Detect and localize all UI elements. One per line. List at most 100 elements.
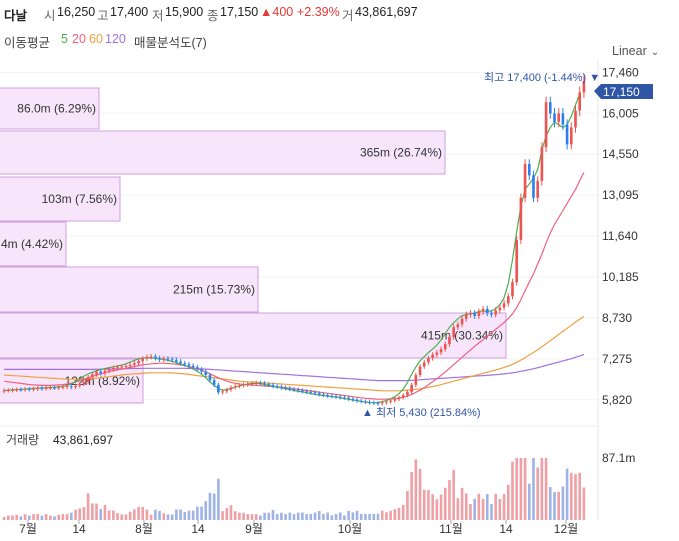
volume-bar [448, 480, 451, 520]
volume-profile-bar [0, 130, 446, 175]
volume-bar [19, 516, 23, 520]
volume-bar [162, 513, 166, 520]
candle-body [149, 356, 153, 358]
volume-bar [393, 509, 397, 520]
volume-bar [515, 458, 518, 520]
candle-body [296, 389, 300, 391]
candle-body [183, 363, 187, 365]
volume-bar [519, 458, 523, 520]
current-price-label: 17,150 [603, 85, 640, 99]
candle-body [561, 113, 565, 125]
volume-bar [145, 509, 149, 520]
candle-body [267, 384, 271, 385]
volume-bar [65, 514, 69, 520]
candle-body [23, 389, 27, 391]
candle-body [196, 367, 199, 370]
volume-bar [574, 474, 577, 520]
volume-bar [540, 458, 544, 520]
volume-bar [422, 489, 426, 520]
close-value: 17,150 [220, 5, 259, 19]
candle-body [574, 110, 577, 128]
candle-body [553, 113, 556, 122]
candle-body [74, 385, 77, 388]
volume-bar [317, 511, 321, 520]
volume-bar [439, 494, 443, 520]
volume-bar [187, 510, 191, 520]
ma5-label[interactable]: 5 [61, 32, 68, 46]
candle-body [32, 388, 35, 390]
volume-bar [238, 512, 241, 520]
volume-profile-label[interactable]: 매물분석도(7) [134, 36, 207, 50]
volume-bar [452, 469, 455, 520]
price-tick-label: 8,730 [602, 311, 632, 325]
stock-name: 다날 [4, 9, 28, 23]
volume-bar [28, 515, 31, 520]
volume-bar [179, 509, 182, 520]
volume-bar [154, 509, 157, 520]
low-label: 저 [152, 9, 164, 23]
volume-bar [107, 510, 111, 520]
date-tick-label: 9월 [245, 522, 263, 536]
candle-body [502, 303, 506, 308]
candle-body [191, 365, 195, 368]
candle-body [427, 358, 430, 363]
volume-bar [170, 514, 174, 520]
scale-mode-label: Linear [612, 44, 647, 58]
candle-body [57, 387, 61, 389]
volume-profile-label: 215m (15.73%) [173, 283, 255, 297]
candlesticks [2, 75, 586, 406]
volume-bar [175, 509, 178, 520]
volume-bar [225, 508, 229, 520]
candle-body [107, 369, 111, 371]
volume-bar [301, 512, 304, 520]
max-price-annotation: 최고 17,400 (-1.44%) ▼ [484, 71, 600, 84]
price-axis: 5,820 7,275 8,730 10,185 11,640 13,095 14,550 1… [602, 65, 639, 406]
volume-bar [456, 498, 460, 520]
candle-body [431, 354, 434, 359]
candle-body [469, 313, 472, 315]
ma120-label[interactable]: 120 [105, 32, 126, 46]
ma20-label[interactable]: 20 [72, 32, 86, 46]
volume-bar [200, 506, 203, 520]
candle-body [322, 394, 325, 396]
scale-mode-dropdown[interactable]: Linear ⌄ [612, 44, 659, 58]
volume-bar [506, 484, 510, 520]
candle-body [578, 92, 582, 111]
volume-bar [464, 493, 468, 520]
candle-body [11, 389, 14, 391]
candle-body [53, 387, 56, 389]
candle-body [36, 388, 40, 390]
moving-average-label[interactable]: 이동평균 [4, 36, 51, 50]
candle-body [506, 296, 510, 304]
volume-bar [250, 514, 254, 520]
price-tick-label: 14,550 [602, 147, 639, 161]
volume-bar [389, 510, 392, 520]
volume-bar [267, 512, 271, 520]
candle-body [61, 386, 65, 388]
volume-profile-label: 60.4m (4.42%) [0, 237, 63, 251]
volume-bar [112, 510, 115, 520]
candle-body [380, 402, 384, 404]
high-label: 고 [97, 9, 109, 23]
candle-body [326, 394, 329, 396]
volume-profile-bar [0, 266, 259, 313]
candle-body [284, 387, 287, 389]
volume-profile-label: 103m (7.56%) [42, 192, 117, 206]
candle-body [145, 357, 149, 359]
price-tick-label: 16,005 [602, 106, 639, 120]
volume-bar [490, 503, 493, 520]
ma60-label[interactable]: 60 [89, 32, 103, 46]
volume-bar [330, 515, 334, 520]
volume-profile-bar [0, 221, 67, 267]
volume-bar [296, 512, 300, 520]
candle-body [410, 384, 413, 392]
volume-bar [477, 493, 481, 520]
volume-bar [141, 507, 145, 520]
candle-body [540, 147, 544, 181]
candle-body [569, 127, 573, 145]
volume-profile: 86.0m (6.29%) 365m (26.74%) 103m (7.56%) 60… [0, 87, 507, 404]
candle-body [464, 314, 468, 319]
candle-body [397, 397, 401, 400]
volume-bar [313, 512, 317, 520]
